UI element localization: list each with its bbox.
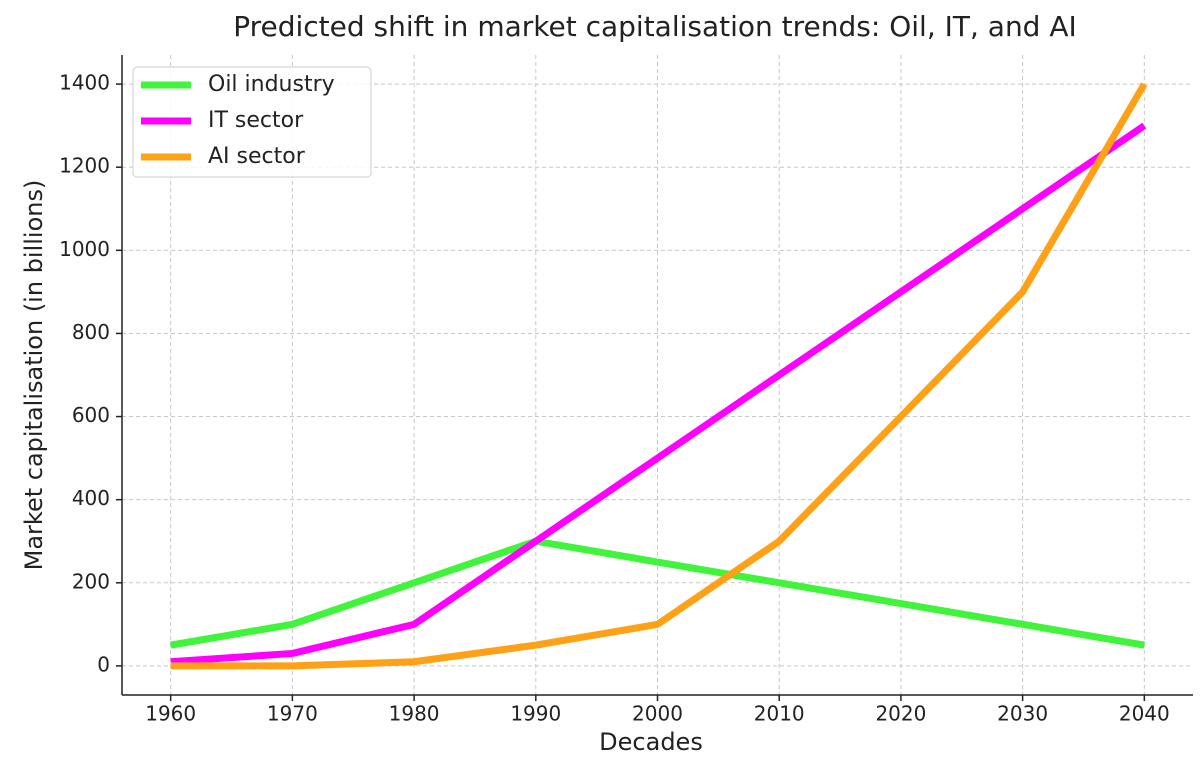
legend-label: AI sector — [208, 144, 306, 169]
x-tick-label: 1980 — [389, 702, 440, 726]
y-tick-label: 1400 — [59, 71, 110, 95]
line-series — [170, 82, 1148, 670]
y-tick-label: 1200 — [59, 154, 110, 178]
x-tick-label: 1970 — [267, 702, 318, 726]
line-series — [170, 122, 1147, 666]
y-tick-label: 800 — [72, 320, 110, 344]
x-tick-label: 2000 — [632, 702, 683, 726]
y-tick-label: 200 — [72, 569, 110, 593]
legend-label: Oil industry — [208, 72, 335, 97]
line-series — [170, 537, 1145, 649]
chart-title: Predicted shift in market capitalisation… — [233, 10, 1077, 43]
y-tick-label: 1000 — [59, 237, 110, 261]
legend-box — [132, 66, 372, 178]
x-tick-label: 2020 — [875, 702, 926, 726]
y-axis-label: Market capitalisation (in billions) — [20, 180, 48, 571]
x-axis-label: Decades — [599, 728, 703, 756]
x-tick-label: 2040 — [1119, 702, 1170, 726]
y-tick-label: 400 — [72, 486, 110, 510]
y-tick-label: 600 — [72, 403, 110, 427]
x-tick-label: 1990 — [510, 702, 561, 726]
legend: Oil industry IT sector AI sector — [132, 66, 372, 178]
legend-label: IT sector — [208, 108, 304, 133]
y-tick-label: 0 — [97, 652, 110, 676]
x-tick-label: 2030 — [997, 702, 1048, 726]
x-tick-label: 2010 — [754, 702, 805, 726]
x-tick-label: 1960 — [145, 702, 196, 726]
